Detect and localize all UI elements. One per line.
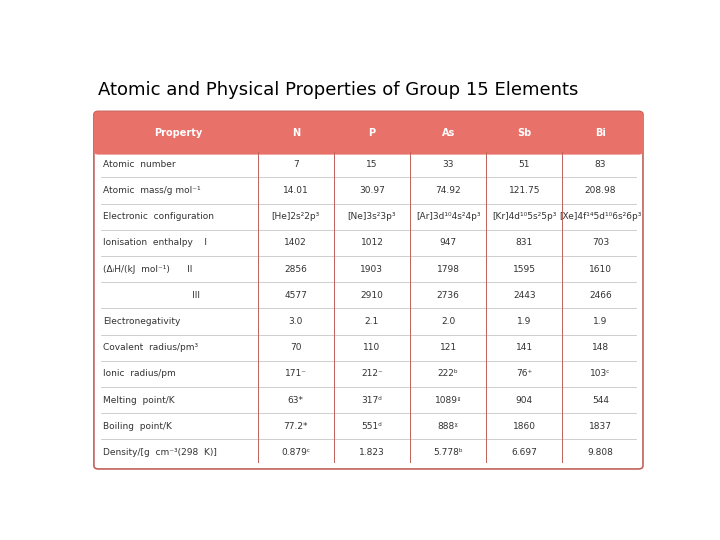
Text: Melting  point/K: Melting point/K xyxy=(103,396,174,404)
Text: Atomic and Physical Properties of Group 15 Elements: Atomic and Physical Properties of Group … xyxy=(99,82,579,99)
Text: [Ne]3s²3p³: [Ne]3s²3p³ xyxy=(348,212,396,221)
Text: 70: 70 xyxy=(290,343,302,352)
Text: 2910: 2910 xyxy=(361,291,383,300)
Text: 141: 141 xyxy=(516,343,533,352)
Text: 15: 15 xyxy=(366,160,378,169)
Text: 9.808: 9.808 xyxy=(588,448,613,457)
Text: Density/[g  cm⁻³(298  K)]: Density/[g cm⁻³(298 K)] xyxy=(103,448,217,457)
Text: 51: 51 xyxy=(518,160,530,169)
Text: 14.01: 14.01 xyxy=(283,186,309,195)
Text: 551ᵈ: 551ᵈ xyxy=(361,422,382,431)
Text: III: III xyxy=(103,291,200,300)
Text: 83: 83 xyxy=(595,160,606,169)
Text: 76⁺: 76⁺ xyxy=(516,369,532,379)
Text: 63*: 63* xyxy=(288,396,304,404)
Text: 947: 947 xyxy=(439,239,456,247)
Text: 0.879ᶜ: 0.879ᶜ xyxy=(282,448,310,457)
Text: Boiling  point/K: Boiling point/K xyxy=(103,422,171,431)
Text: Atomic  mass/g mol⁻¹: Atomic mass/g mol⁻¹ xyxy=(103,186,200,195)
Text: 4577: 4577 xyxy=(284,291,307,300)
Text: 317ᵈ: 317ᵈ xyxy=(361,396,382,404)
Text: 2.1: 2.1 xyxy=(365,317,379,326)
Text: Atomic  number: Atomic number xyxy=(103,160,176,169)
Text: (ΔᵢH/(kJ  mol⁻¹)      II: (ΔᵢH/(kJ mol⁻¹) II xyxy=(103,265,192,274)
Text: [He]2s²2p³: [He]2s²2p³ xyxy=(271,212,320,221)
Text: 2443: 2443 xyxy=(513,291,536,300)
Text: 171⁻: 171⁻ xyxy=(285,369,307,379)
Text: 212⁻: 212⁻ xyxy=(361,369,383,379)
Text: Covalent  radius/pm³: Covalent radius/pm³ xyxy=(103,343,198,352)
Text: Sb: Sb xyxy=(517,128,531,138)
Text: 121: 121 xyxy=(439,343,456,352)
Text: 1595: 1595 xyxy=(513,265,536,274)
Text: Ionisation  enthalpy    I: Ionisation enthalpy I xyxy=(103,239,207,247)
Text: As: As xyxy=(441,128,455,138)
Text: 2466: 2466 xyxy=(589,291,612,300)
Text: 1.823: 1.823 xyxy=(359,448,384,457)
Text: [Kr]4d¹⁰5s²5p³: [Kr]4d¹⁰5s²5p³ xyxy=(492,212,557,221)
Text: Ionic  radius/pm: Ionic radius/pm xyxy=(103,369,176,379)
Text: Property: Property xyxy=(154,128,202,138)
Text: 1089ˠ: 1089ˠ xyxy=(435,396,462,404)
Text: 74.92: 74.92 xyxy=(436,186,461,195)
Text: 888ˠ: 888ˠ xyxy=(438,422,459,431)
Text: 1012: 1012 xyxy=(361,239,383,247)
Text: 3.0: 3.0 xyxy=(289,317,303,326)
Text: 1798: 1798 xyxy=(436,265,459,274)
Text: 110: 110 xyxy=(364,343,381,352)
Text: N: N xyxy=(292,128,300,138)
Text: 544: 544 xyxy=(592,396,609,404)
Text: 1903: 1903 xyxy=(361,265,384,274)
Text: 148: 148 xyxy=(592,343,609,352)
Text: 2.0: 2.0 xyxy=(441,317,455,326)
Text: 831: 831 xyxy=(516,239,533,247)
Text: Electronegativity: Electronegativity xyxy=(103,317,180,326)
Text: 703: 703 xyxy=(592,239,609,247)
Text: 103ᶜ: 103ᶜ xyxy=(590,369,611,379)
Text: 77.2*: 77.2* xyxy=(284,422,308,431)
Text: 1837: 1837 xyxy=(589,422,612,431)
Text: 208.98: 208.98 xyxy=(585,186,616,195)
Text: 2856: 2856 xyxy=(284,265,307,274)
Text: 6.697: 6.697 xyxy=(511,448,537,457)
Text: 2736: 2736 xyxy=(436,291,459,300)
Text: 1.9: 1.9 xyxy=(517,317,531,326)
Text: 7: 7 xyxy=(293,160,299,169)
Text: 33: 33 xyxy=(442,160,454,169)
Text: 222ᵇ: 222ᵇ xyxy=(438,369,459,379)
Text: Bi: Bi xyxy=(595,128,606,138)
Text: 5.778ᵇ: 5.778ᵇ xyxy=(433,448,463,457)
Text: Electronic  configuration: Electronic configuration xyxy=(103,212,214,221)
Text: 1610: 1610 xyxy=(589,265,612,274)
FancyBboxPatch shape xyxy=(94,111,643,469)
Text: P: P xyxy=(369,128,376,138)
Text: [Ar]3d¹⁰4s²4p³: [Ar]3d¹⁰4s²4p³ xyxy=(416,212,480,221)
Text: [Xe]4f¹⁴5d¹⁰6s²6p³: [Xe]4f¹⁴5d¹⁰6s²6p³ xyxy=(559,212,642,221)
Text: 1402: 1402 xyxy=(284,239,307,247)
Text: 30.97: 30.97 xyxy=(359,186,385,195)
Text: 121.75: 121.75 xyxy=(508,186,540,195)
Text: 904: 904 xyxy=(516,396,533,404)
Text: 1860: 1860 xyxy=(513,422,536,431)
FancyBboxPatch shape xyxy=(94,111,643,154)
Text: 1.9: 1.9 xyxy=(593,317,608,326)
